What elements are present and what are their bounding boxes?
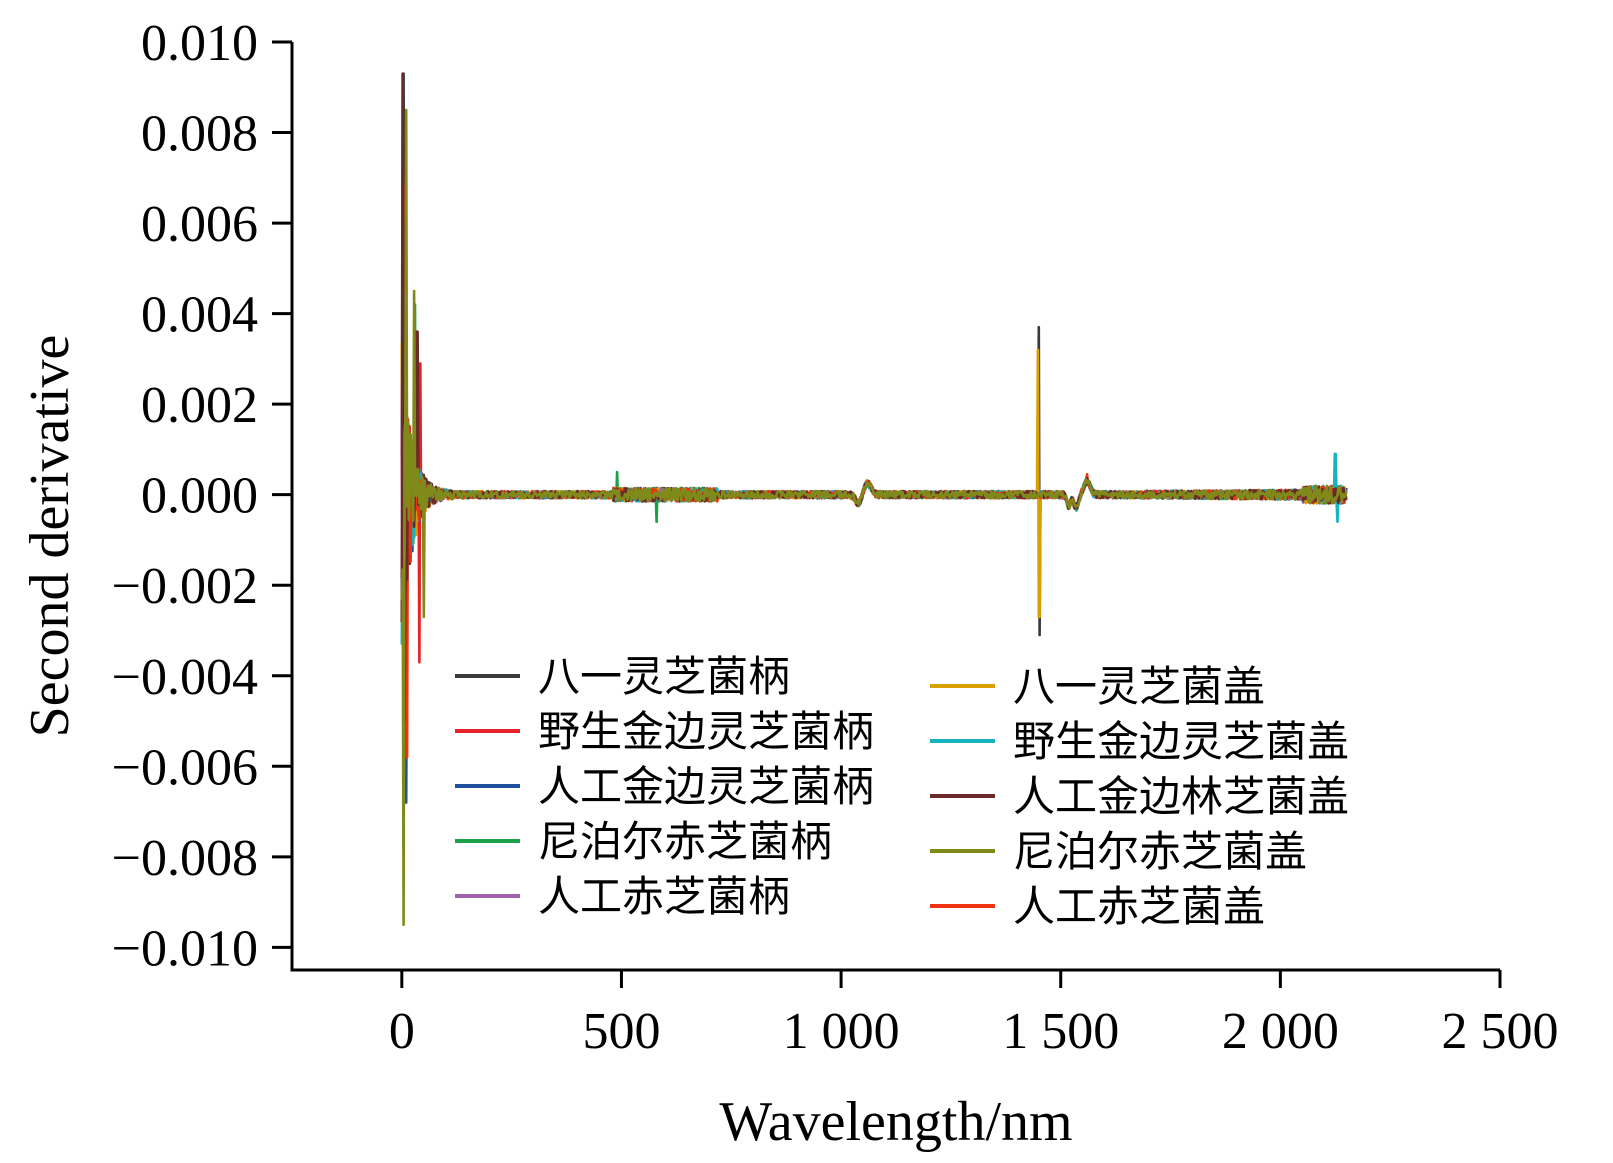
y-axis-title: Second derivative — [19, 335, 81, 738]
y-tick-label: −0.008 — [112, 830, 258, 887]
legend-label: 人工金边灵芝菌柄 — [538, 762, 874, 811]
x-tick-label: 500 — [582, 1003, 660, 1060]
legend-label: 尼泊尔赤芝菌盖 — [1013, 827, 1307, 876]
legend-label: 野生金边灵芝菌柄 — [538, 707, 874, 756]
x-tick-label: 0 — [389, 1003, 415, 1060]
legend-label: 人工赤芝菌柄 — [538, 872, 790, 921]
y-tick-label: −0.002 — [112, 558, 258, 615]
y-tick-label: 0.000 — [141, 468, 258, 525]
y-tick-label: 0.008 — [141, 106, 258, 163]
series-layer — [400, 72, 1348, 926]
series-line-8 — [400, 72, 1348, 723]
y-tick-label: −0.006 — [112, 739, 258, 796]
x-tick-label: 2 500 — [1442, 1003, 1559, 1060]
series-line-9 — [400, 108, 1348, 926]
y-tick-label: 0.010 — [141, 15, 258, 72]
y-tick-label: −0.004 — [112, 649, 258, 706]
series-line-1 — [400, 72, 1348, 727]
y-tick-label: 0.002 — [141, 377, 258, 434]
legend-label: 八一灵芝菌盖 — [1013, 662, 1265, 711]
legend-label: 野生金边灵芝菌盖 — [1013, 717, 1349, 766]
legend-label: 人工赤芝菌盖 — [1013, 882, 1265, 931]
y-tick-label: 0.004 — [141, 287, 258, 344]
series-line-6 — [400, 342, 1348, 619]
axes-layer: 0.010 0.008 0.006 0.004 0.002 0.000 −0.002 −0.0… — [19, 15, 1559, 1153]
x-tick-label: 2 000 — [1222, 1003, 1339, 1060]
y-tick-label: −0.010 — [112, 920, 258, 977]
legend-label: 人工金边林芝菌盖 — [1013, 772, 1349, 821]
series-line-2 — [400, 185, 1348, 664]
y-tick-label: 0.006 — [141, 196, 258, 253]
x-axis-title: Wavelength/nm — [719, 1091, 1072, 1153]
x-tick-label: 1 000 — [783, 1003, 900, 1060]
legend-label: 八一灵芝菌柄 — [538, 652, 790, 701]
series-line-5 — [400, 334, 1348, 687]
legend-label: 尼泊尔赤芝菌柄 — [538, 817, 832, 866]
x-tick-label: 1 500 — [1002, 1003, 1119, 1060]
